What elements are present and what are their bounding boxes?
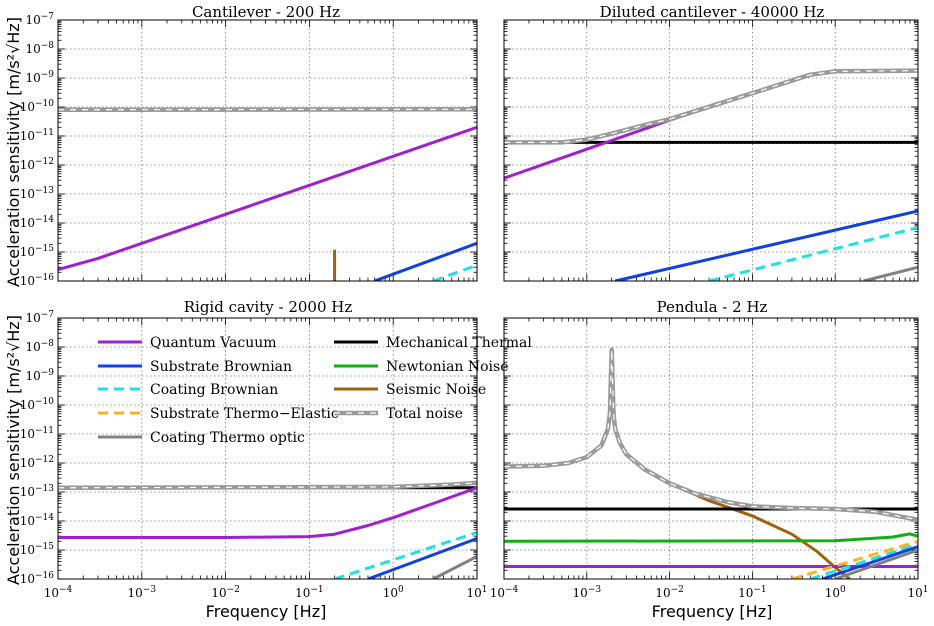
y-axis-label-bottom: Acceleration sensitivity [m/s²√Hz] xyxy=(4,315,23,585)
series-coating-brownian xyxy=(432,263,477,281)
x-tick-label: 101 xyxy=(907,585,928,600)
panel-rigid-cavity: 10−16 10−15 10−14 10−13 10−12 10−11 10−10 10−9 1… xyxy=(20,310,488,600)
series-newtonian-noise xyxy=(504,532,918,543)
y-tick-label: 10−12 xyxy=(20,455,54,470)
legend: Quantum Vacuum Mechanical Thermal Substrat… xyxy=(98,335,532,446)
series-coating-thermo-optic xyxy=(863,265,918,281)
series-coating-brownian xyxy=(334,531,477,579)
series-substrate-thermo-elastic xyxy=(791,539,918,579)
legend-label-total-noise: Total noise xyxy=(386,406,463,422)
x-axis-label-right: Frequency [Hz] xyxy=(652,602,773,621)
y-tick-label: 10−15 xyxy=(20,244,55,259)
panel-title-pendula: Pendula - 2 Hz xyxy=(657,298,768,316)
x-tick-label: 10−4 xyxy=(44,585,73,600)
x-tick-label: 100 xyxy=(383,585,404,600)
x-tick-label: 10−2 xyxy=(655,585,684,600)
series-substrate-brownian xyxy=(614,209,918,281)
series-total-noise-dash xyxy=(504,349,918,521)
x-tick-label: 10−3 xyxy=(573,585,602,600)
y-tick-label: 10−7 xyxy=(25,12,54,27)
series-total-noise-dash xyxy=(58,108,477,111)
y-tick-label: 10−11 xyxy=(20,128,54,143)
x-tick-label: 10−1 xyxy=(738,585,767,600)
panel-title-rigid-cavity: Rigid cavity - 2000 Hz xyxy=(184,298,353,316)
legend-label-mechanical-thermal: Mechanical Thermal xyxy=(386,335,532,351)
y-tick-label: 10−9 xyxy=(25,368,54,383)
panel-cantilever: 10−16 10−15 10−14 10−13 10−12 10−11 10−10 10−9 1… xyxy=(20,12,478,288)
y-tick-label: 10−14 xyxy=(20,215,55,230)
legend-label-quantum-vacuum: Quantum Vacuum xyxy=(150,335,277,351)
series-substrate-brownian xyxy=(821,545,918,579)
series-quantum-vacuum xyxy=(58,125,477,271)
y-tick-label: 10−7 xyxy=(25,310,54,325)
y-tick-label: 10−8 xyxy=(25,41,54,56)
x-tick-label: 10−3 xyxy=(128,585,157,600)
y-tick-label: 10−13 xyxy=(20,186,55,201)
series-quantum-vacuum xyxy=(504,69,918,180)
legend-label-coating-brownian: Coating Brownian xyxy=(150,382,278,398)
panel-title-cantilever: Cantilever - 200 Hz xyxy=(192,3,340,21)
legend-label-substrate-thermo-elastic: Substrate Thermo−Elastic xyxy=(150,406,339,422)
y-tick-label: 10−11 xyxy=(20,426,54,441)
y-tick-label: 10−10 xyxy=(20,99,55,114)
legend-label-newtonian-noise: Newtonian Noise xyxy=(386,359,509,375)
x-tick-label: 10−4 xyxy=(490,585,519,600)
y-tick-label: 10−16 xyxy=(20,571,55,586)
x-axis-label-left: Frequency [Hz] xyxy=(206,602,327,621)
legend-label-seismic-noise: Seismic Noise xyxy=(386,382,486,398)
x-tick-label: 100 xyxy=(825,585,846,600)
panel-title-diluted-cantilever: Diluted cantilever - 40000 Hz xyxy=(600,3,825,21)
plot-frame xyxy=(57,19,478,282)
legend-label-coating-thermo-optic: Coating Thermo optic xyxy=(150,430,305,446)
y-tick-label: 10−10 xyxy=(20,397,55,412)
plot-frame xyxy=(57,317,478,580)
y-tick-label: 10−16 xyxy=(20,273,55,288)
panel-diluted-cantilever xyxy=(503,19,919,282)
series-coating-brownian xyxy=(809,542,918,579)
x-tick-label: 101 xyxy=(466,585,487,600)
y-tick-label: 10−13 xyxy=(20,484,55,499)
legend-label-substrate-brownian: Substrate Brownian xyxy=(150,359,292,375)
x-tick-label: 10−2 xyxy=(211,585,240,600)
series-substrate-brownian xyxy=(367,537,477,579)
series-total-noise-dash xyxy=(58,482,477,489)
y-tick-label: 10−15 xyxy=(20,542,55,557)
series-total-noise xyxy=(504,347,918,523)
series-total-noise xyxy=(504,68,918,145)
panel-pendula: 10−4 10−3 10−2 10−1 100 101 xyxy=(490,317,929,600)
y-tick-label: 10−9 xyxy=(25,70,54,85)
series-total-noise-dash xyxy=(504,70,918,143)
plot-frame xyxy=(503,317,919,580)
y-tick-label: 10−12 xyxy=(20,157,54,172)
y-tick-label: 10−14 xyxy=(20,513,55,528)
x-tick-label: 10−1 xyxy=(295,585,324,600)
plot-frame xyxy=(503,19,919,282)
series-coating-thermo-optic xyxy=(834,548,918,579)
y-axis-label-top: Acceleration sensitivity [m/s²√Hz] xyxy=(4,17,23,287)
series-quantum-vacuum xyxy=(58,486,477,539)
y-tick-label: 10−8 xyxy=(25,339,54,354)
series-substrate-brownian xyxy=(374,241,477,281)
series-coating-thermo-optic xyxy=(432,555,477,579)
series-coating-brownian xyxy=(708,226,918,281)
